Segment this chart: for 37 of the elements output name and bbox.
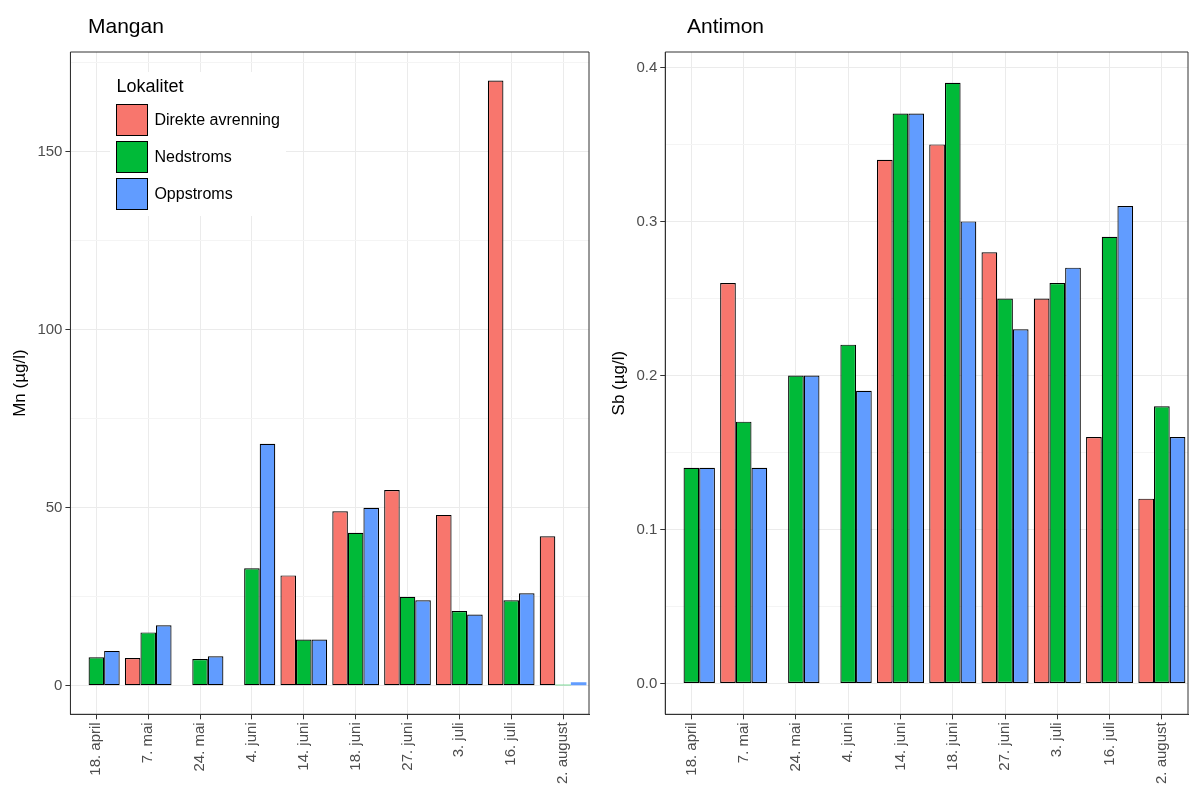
x-tick-label: 18. april	[681, 722, 699, 776]
x-tick-label: 4. juni	[242, 722, 260, 763]
y-axis-title: Sb (µg/l)	[608, 350, 628, 416]
x-tick-label: 16. juli	[1099, 722, 1117, 766]
x-tick-label: 14. juni	[293, 722, 311, 771]
x-tick-label: 18. juni	[345, 722, 363, 771]
x-tick-label: 7. mai	[733, 722, 751, 764]
x-tick-label: 27. juni	[397, 722, 415, 771]
y-tick-label: 0.2	[636, 365, 658, 383]
legend-label: Oppstroms	[154, 184, 233, 203]
chart-title: Antimon	[687, 14, 765, 38]
x-tick-label: 18. april	[86, 722, 104, 776]
x-tick-label: 14. juni	[890, 722, 908, 771]
y-axis-title: Mn (µg/l)	[9, 349, 29, 417]
y-tick-label: 0.1	[636, 519, 658, 537]
y-tick-label: 150	[37, 141, 63, 159]
legend-label: Direkte avrenning	[154, 110, 280, 129]
legend-title: Lokalitet	[116, 76, 185, 97]
y-tick-label: 0.4	[636, 57, 658, 75]
chart-title: Mangan	[88, 14, 164, 38]
y-tick-label: 100	[37, 319, 63, 337]
x-tick-label: 24. mai	[190, 722, 208, 772]
x-tick-label: 7. mai	[138, 722, 156, 764]
x-tick-label: 4. juni	[838, 722, 856, 763]
x-tick-label: 24. mai	[786, 722, 804, 772]
x-tick-label: 3. juli	[1047, 722, 1065, 758]
legend-label: Nedstroms	[154, 147, 232, 166]
y-tick-label: 50	[45, 497, 63, 515]
y-tick-label: 0.3	[636, 211, 658, 229]
y-tick-label: 0	[54, 675, 63, 693]
y-tick-label: 0.0	[636, 673, 658, 691]
x-tick-label: 2. august	[1152, 721, 1169, 784]
x-tick-label: 16. juli	[501, 722, 519, 766]
x-tick-label: 27. juni	[995, 722, 1013, 771]
x-tick-label: 2. august	[553, 721, 571, 784]
x-tick-label: 18. juni	[942, 722, 960, 771]
x-tick-label: 3. juli	[449, 722, 467, 758]
